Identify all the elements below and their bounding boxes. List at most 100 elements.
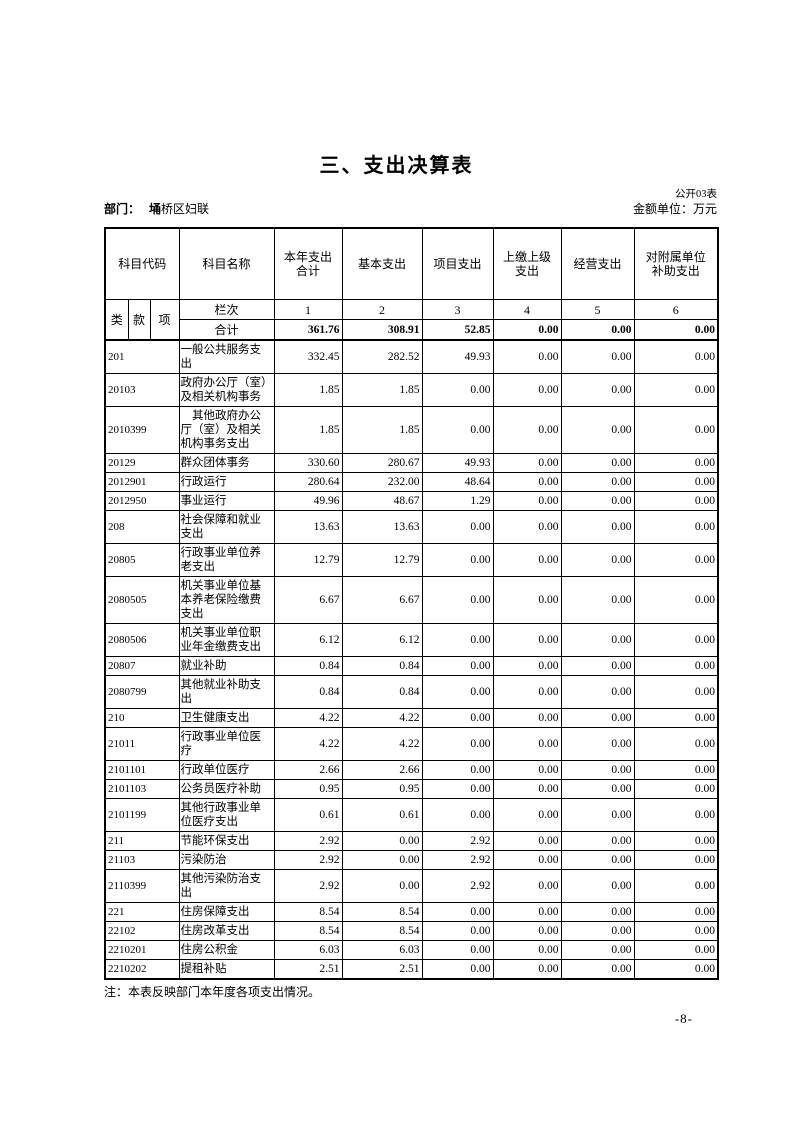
value-cell: 0.00 — [492, 453, 562, 473]
value-cell: 0.00 — [560, 543, 635, 577]
value-cell: 4.22 — [273, 708, 343, 728]
subject-name-cell: 提租补贴 — [178, 959, 275, 980]
value-cell: 0.00 — [633, 760, 719, 780]
grand-total-value: 0.00 — [633, 319, 719, 341]
value-cell: 0.00 — [421, 576, 494, 624]
value-cell: 0.00 — [492, 869, 562, 903]
value-cell: 0.61 — [273, 798, 343, 832]
value-cell: 1.85 — [341, 373, 423, 407]
value-cell: 0.00 — [633, 798, 719, 832]
subject-name-cell: 一般公共服务支 出 — [178, 339, 275, 374]
value-cell: 0.00 — [492, 339, 562, 374]
value-cell: 0.00 — [492, 406, 562, 454]
table-row: 2010399 其他政府办公 厅（室）及相关 机构事务支出 1.85 1.85 … — [104, 406, 719, 454]
value-cell: 0.00 — [421, 760, 494, 780]
value-cell: 0.00 — [421, 708, 494, 728]
value-cell: 0.00 — [560, 869, 635, 903]
value-cell: 0.00 — [492, 543, 562, 577]
value-cell: 282.52 — [341, 339, 423, 374]
value-cell: 13.63 — [273, 510, 343, 544]
value-cell: 0.84 — [273, 656, 343, 676]
value-cell: 0.00 — [633, 472, 719, 492]
header-rank-label: 栏次 — [178, 299, 275, 320]
header-subject-code: 科目代码 — [104, 227, 180, 300]
value-cell: 0.00 — [560, 779, 635, 799]
value-cell: 0.00 — [560, 902, 635, 922]
value-cell: 0.00 — [633, 708, 719, 728]
value-cell: 49.96 — [273, 491, 343, 511]
subject-name-cell: 污染防治 — [178, 850, 275, 870]
value-cell: 0.00 — [560, 373, 635, 407]
value-cell: 6.12 — [341, 623, 423, 657]
subject-code-cell: 2080505 — [104, 576, 180, 624]
value-cell: 0.00 — [492, 959, 562, 980]
value-cell: 0.84 — [341, 656, 423, 676]
unit-label: 金额单位：万元 — [632, 202, 717, 216]
subject-name-cell: 节能环保支出 — [178, 831, 275, 851]
value-cell: 2.51 — [341, 959, 423, 980]
value-cell: 0.00 — [633, 850, 719, 870]
value-cell: 2.92 — [273, 831, 343, 851]
value-cell: 2.92 — [421, 869, 494, 903]
table-row: 20129 群众团体事务 330.60 280.67 49.93 0.00 0.… — [104, 453, 719, 473]
value-cell: 8.54 — [273, 921, 343, 941]
value-cell: 0.00 — [421, 940, 494, 960]
grand-total-row: 合计 361.76 308.91 52.85 0.00 0.00 0.00 — [105, 319, 719, 341]
table-row: 21103 污染防治 2.92 0.00 2.92 0.00 0.00 0.00 — [104, 850, 719, 870]
value-cell: 0.00 — [492, 779, 562, 799]
value-cell: 0.00 — [341, 831, 423, 851]
value-cell: 4.22 — [341, 708, 423, 728]
table-row: 208 社会保障和就业 支出 13.63 13.63 0.00 0.00 0.0… — [104, 510, 719, 544]
value-cell: 0.00 — [633, 675, 719, 709]
subject-name-cell: 住房公积金 — [178, 940, 275, 960]
value-cell: 0.00 — [560, 406, 635, 454]
value-cell: 332.45 — [273, 339, 343, 374]
table-block: 科目代码 科目名称 本年支出 合计 基本支出 项目支出 上缴上级 支出 经营支出… — [104, 227, 720, 1027]
value-cell: 0.00 — [492, 727, 562, 761]
header-subject-name: 科目名称 — [178, 227, 275, 300]
value-cell: 0.00 — [421, 902, 494, 922]
value-cell: 0.00 — [492, 576, 562, 624]
subject-name-cell: 群众团体事务 — [178, 453, 275, 473]
grand-total-value: 361.76 — [273, 319, 343, 341]
table-row: 2110399 其他污染防治支 出 2.92 0.00 2.92 0.00 0.… — [104, 869, 719, 903]
value-cell: 2.66 — [341, 760, 423, 780]
header-operating-col: 经营支出 — [560, 227, 635, 300]
table-row: 201 一般公共服务支 出 332.45 282.52 49.93 0.00 0… — [104, 339, 719, 374]
subject-name-cell: 公务员医疗补助 — [178, 779, 275, 799]
table-row: 20103 政府办公厅（室） 及相关机构事务 1.85 1.85 0.00 0.… — [104, 373, 719, 407]
subject-code-cell: 2010399 — [104, 406, 180, 454]
department-label: 部门： — [104, 202, 141, 216]
subject-name-cell: 卫生健康支出 — [178, 708, 275, 728]
table-row: 22102 住房改革支出 8.54 8.54 0.00 0.00 0.00 0.… — [104, 921, 719, 941]
value-cell: 2.51 — [273, 959, 343, 980]
value-cell: 0.00 — [421, 959, 494, 980]
value-cell: 0.00 — [421, 510, 494, 544]
table-row: 2012901 行政运行 280.64 232.00 48.64 0.00 0.… — [104, 472, 719, 492]
subject-code-cell: 2110399 — [104, 869, 180, 903]
value-cell: 0.61 — [341, 798, 423, 832]
subject-name-cell: 机关事业单位职 业年金缴费支出 — [178, 623, 275, 657]
subject-code-cell: 2012901 — [104, 472, 180, 492]
value-cell: 0.95 — [341, 779, 423, 799]
table-row: 20807 就业补助 0.84 0.84 0.00 0.00 0.00 0.00 — [104, 656, 719, 676]
value-cell: 0.00 — [633, 453, 719, 473]
header-total-col: 本年支出 合计 — [273, 227, 343, 300]
value-cell: 48.64 — [421, 472, 494, 492]
value-cell: 6.03 — [273, 940, 343, 960]
value-cell: 0.00 — [560, 727, 635, 761]
value-cell: 8.54 — [341, 902, 423, 922]
value-cell: 0.00 — [633, 831, 719, 851]
subject-code-cell: 20805 — [104, 543, 180, 577]
header-row-main: 科目代码 科目名称 本年支出 合计 基本支出 项目支出 上缴上级 支出 经营支出… — [104, 227, 719, 300]
table-row: 2012950 事业运行 49.96 48.67 1.29 0.00 0.00 … — [104, 491, 719, 511]
table-row: 2080505 机关事业单位基 本养老保险缴费 支出 6.67 6.67 0.0… — [104, 576, 719, 624]
value-cell: 0.00 — [341, 869, 423, 903]
value-cell: 0.00 — [560, 623, 635, 657]
value-cell: 0.00 — [633, 339, 719, 374]
subject-name-cell: 行政运行 — [178, 472, 275, 492]
value-cell: 2.92 — [421, 850, 494, 870]
grand-total-value: 0.00 — [560, 319, 635, 341]
value-cell: 330.60 — [273, 453, 343, 473]
value-cell: 0.00 — [421, 921, 494, 941]
